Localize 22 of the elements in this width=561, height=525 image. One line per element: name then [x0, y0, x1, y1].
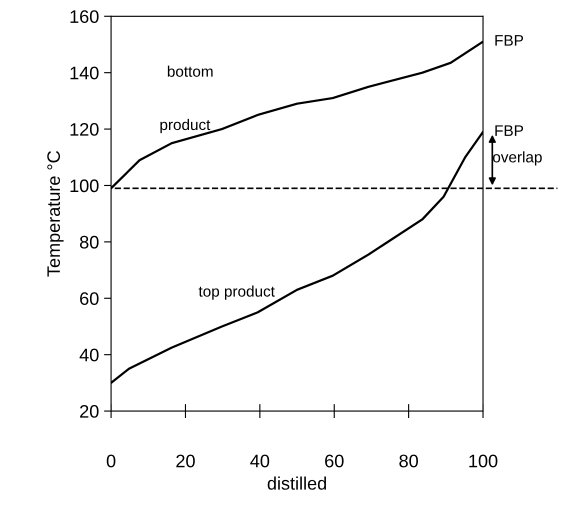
y-tick-label: 160	[70, 10, 99, 23]
y-tick-label: 100	[70, 179, 99, 192]
y-tick-label: 40	[80, 348, 99, 362]
y-tick-label: 20	[80, 405, 99, 418]
x-tick-label: 60	[325, 454, 344, 468]
annotation: top product	[198, 286, 275, 300]
y-tick-label: 120	[70, 123, 99, 136]
x-tick-label: 100	[469, 454, 498, 468]
x-axis-title: distilled	[268, 476, 326, 490]
annotation: FBP	[495, 125, 524, 136]
annotation: FBP	[495, 35, 524, 46]
y-tick-label: 80	[80, 236, 99, 249]
x-tick-label: 20	[176, 454, 195, 468]
x-tick-label: 80	[399, 454, 418, 468]
y-axis-title: Temperature °C	[47, 151, 64, 277]
annotation: bottom	[168, 66, 213, 77]
y-tick-label: 60	[80, 292, 99, 305]
x-tick-label: 0	[106, 454, 116, 468]
x-tick-label: 40	[250, 454, 270, 468]
annotation: product	[160, 118, 210, 134]
y-tick-label: 140	[70, 66, 99, 80]
text: overlap	[492, 151, 542, 166]
